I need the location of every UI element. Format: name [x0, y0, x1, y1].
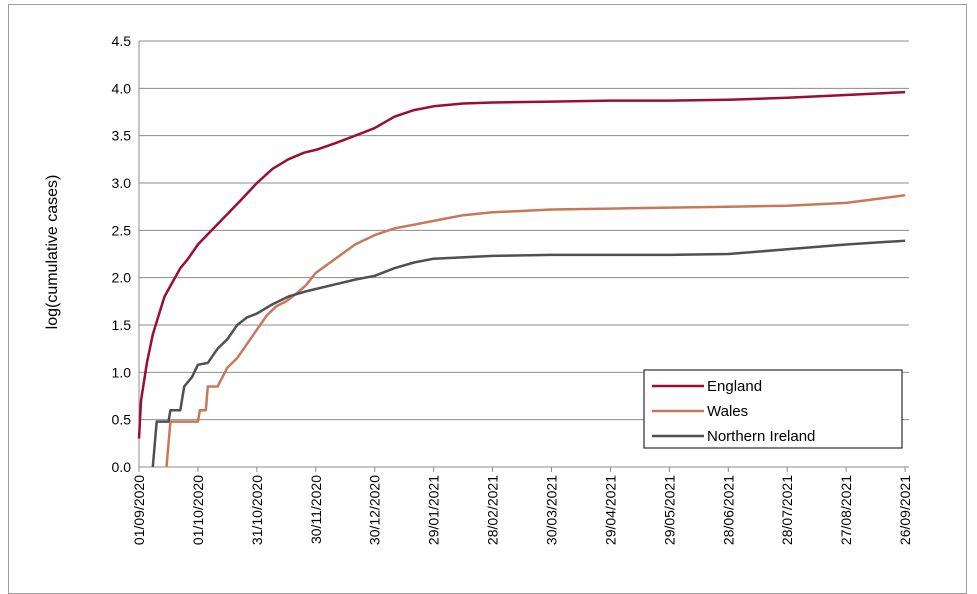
axes [138, 41, 909, 472]
x-tick-label: 30/11/2020 [308, 475, 324, 544]
x-tick-label: 30/03/2021 [544, 475, 560, 545]
x-tick-label: 29/01/2021 [426, 475, 442, 545]
y-tick-label: 2.0 [112, 270, 132, 286]
y-tick-label: 1.0 [112, 364, 132, 380]
y-tick-label: 0.5 [112, 412, 132, 428]
x-tick-label: 01/09/2020 [131, 475, 147, 545]
x-tick-label: 30/12/2020 [367, 475, 383, 545]
legend-label: Wales [707, 403, 748, 420]
legend-label: England [707, 378, 762, 395]
series-line-wales [165, 194, 906, 468]
series-line-england [137, 90, 906, 439]
legend-label: Northern Ireland [707, 428, 815, 445]
y-tick-label: 0.0 [112, 459, 132, 475]
line-chart: 0.0 0.5 1.0 1.5 2.0 2.5 3.0 3.5 4.0 4.5 01/09/202… [44, 33, 913, 545]
x-tick-labels: 01/09/2020 01/10/2020 31/10/2020 30/11/2020… [131, 475, 913, 545]
x-tick-label: 28/07/2021 [779, 475, 795, 545]
x-tick-label: 29/05/2021 [661, 475, 677, 545]
y-tick-label: 3.0 [112, 175, 132, 191]
y-tick-label: 1.5 [112, 317, 132, 333]
chart-frame: 0.0 0.5 1.0 1.5 2.0 2.5 3.0 3.5 4.0 4.5 01/09/202… [8, 4, 967, 594]
series-lines [137, 90, 906, 468]
x-tick-label: 26/09/2021 [897, 475, 913, 545]
gridlines [139, 40, 909, 421]
y-tick-label: 4.0 [112, 80, 132, 96]
x-tick-label: 28/06/2021 [720, 475, 736, 545]
y-tick-label: 4.5 [112, 33, 132, 49]
y-tick-label: 2.5 [112, 222, 132, 238]
y-tick-label: 3.5 [112, 128, 132, 144]
x-tick-label: 29/04/2021 [602, 475, 618, 545]
y-tick-labels: 0.0 0.5 1.0 1.5 2.0 2.5 3.0 3.5 4.0 4.5 [112, 33, 132, 475]
x-tick-label: 31/10/2020 [249, 475, 265, 545]
x-tick-label: 27/08/2021 [838, 475, 854, 545]
legend: England Wales Northern Ireland [643, 369, 903, 449]
y-axis-label: log(cumulative cases) [44, 175, 61, 330]
x-tick-label: 01/10/2020 [190, 475, 206, 545]
series-line-northern-ireland [151, 239, 906, 468]
x-tick-label: 28/02/2021 [485, 475, 501, 545]
